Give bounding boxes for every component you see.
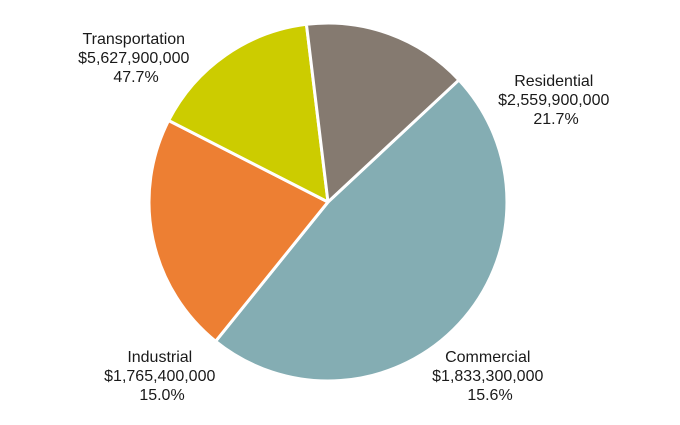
svg-text:Industrial $1,765,400,00: Industrial $1,765,400,000 15.0%	[104, 349, 220, 404]
label-transportation-name: Transportation	[82, 31, 185, 48]
pie-slice-residential	[147, 119, 330, 343]
label-residential-name: Residential	[514, 73, 593, 90]
label-commercial-value: $1,833,300,000	[432, 368, 543, 385]
label-industrial-value: $1,765,400,000	[104, 368, 215, 385]
svg-text:Commercial $1,833,300,00: Commercial $1,833,300,000 15.6%	[432, 349, 548, 404]
svg-text:Transportation $5,627,90: Transportation $5,627,900,000 47.7%	[78, 31, 194, 86]
svg-text:Residential $2,559,900,0: Residential $2,559,900,000 21.7%	[498, 73, 614, 128]
label-industrial-percent: 15.0%	[139, 387, 184, 404]
pie-slice-industrial	[304, 21, 461, 204]
pie-slices	[147, 21, 509, 383]
pie-slice-transportation	[214, 78, 509, 383]
label-industrial-name: Industrial	[127, 349, 192, 366]
label-residential-percent: 21.7%	[533, 111, 578, 128]
label-commercial-name: Commercial	[445, 349, 530, 366]
label-commercial-percent: 15.6%	[467, 387, 512, 404]
label-residential-value: $2,559,900,000	[498, 92, 609, 109]
pie-slice-commercial	[167, 22, 330, 204]
label-transportation-value: $5,627,900,000	[78, 50, 189, 67]
label-transportation-percent: 47.7%	[113, 69, 158, 86]
slice-labels: Transportation $5,627,900,000 47.7% Resi…	[78, 31, 614, 404]
